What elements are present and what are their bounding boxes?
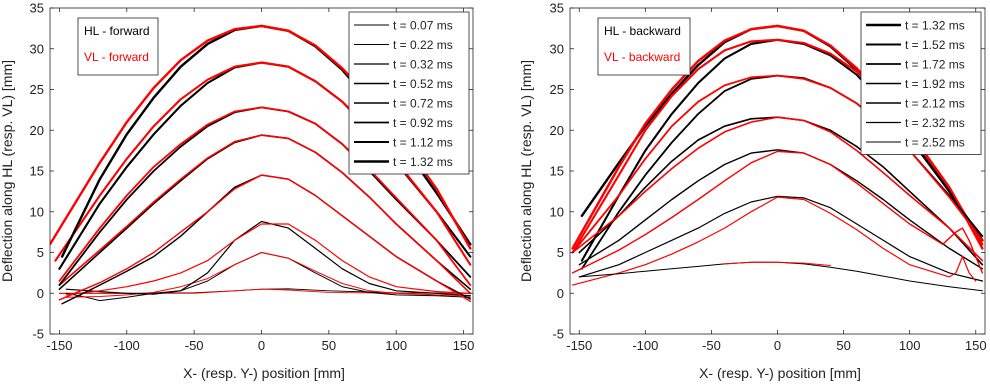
x-tick-label: 100	[899, 338, 921, 353]
x-tick-label: 50	[322, 338, 336, 353]
legend-box	[348, 11, 470, 175]
vl-series-line	[58, 174, 471, 303]
hl-series-line	[578, 195, 983, 282]
y-tick-label: 20	[550, 123, 564, 138]
legend-entry: t = 0.22 ms	[393, 38, 453, 52]
hl-series-line	[65, 220, 471, 297]
y-tick-label: 0	[37, 286, 44, 301]
y-tick-label: 5	[37, 245, 44, 260]
x-tick-label: 0	[774, 338, 781, 353]
group-label-box	[597, 17, 691, 76]
x-tick-label: 50	[836, 338, 850, 353]
group-label-hl: HL - forward	[84, 24, 150, 38]
vl-series-line	[65, 252, 471, 298]
vl-series-line	[571, 116, 984, 262]
y-tick-label: -5	[32, 327, 44, 342]
group-label-vl: VL - backward	[604, 50, 680, 64]
legend-entry: t = 1.72 ms	[905, 58, 965, 72]
x-tick-label: -100	[632, 338, 658, 353]
x-axis-label: X- (resp. Y-) position [mm]	[699, 365, 861, 381]
x-tick-label: -100	[114, 338, 140, 353]
legend-entry: t = 1.92 ms	[905, 77, 965, 91]
y-tick-label: 20	[30, 123, 44, 138]
legend-entry: t = 2.12 ms	[905, 97, 965, 111]
legend-entry: t = 2.32 ms	[905, 116, 965, 130]
group-label-box	[77, 17, 159, 76]
x-tick-label: -150	[566, 338, 592, 353]
group-label-vl: VL - forward	[84, 50, 149, 64]
legend-entry: t = 1.12 ms	[393, 136, 453, 150]
y-axis-label: Deflection along HL (resp. VL) [mm]	[0, 60, 15, 282]
x-tick-label: 150	[965, 338, 987, 353]
hl-series-line	[578, 149, 984, 270]
y-tick-label: 0	[557, 286, 564, 301]
y-tick-label: 5	[557, 245, 564, 260]
y-tick-label: -5	[552, 327, 564, 342]
plot-area	[571, 24, 984, 292]
legend-entry: t = 0.32 ms	[393, 58, 453, 72]
y-tick-label: 25	[550, 82, 564, 97]
y-tick-label: 10	[550, 204, 564, 219]
x-tick-label: 0	[258, 338, 265, 353]
x-axis-label: X- (resp. Y-) position [mm]	[183, 365, 345, 381]
legend-entry: t = 2.52 ms	[905, 136, 965, 150]
legend-entry: t = 1.52 ms	[905, 38, 965, 52]
vl-series-line	[65, 223, 471, 296]
y-tick-label: 35	[30, 1, 44, 16]
vl-series-line	[572, 196, 977, 286]
x-tick-label: 100	[385, 338, 407, 353]
y-tick-label: 35	[550, 1, 564, 16]
y-tick-label: 30	[550, 41, 564, 56]
y-tick-label: 15	[30, 164, 44, 179]
vl-series-line	[58, 106, 472, 286]
vl-series-line	[571, 150, 984, 274]
legend-entry: t = 0.72 ms	[393, 97, 453, 111]
x-tick-label: -50	[185, 338, 204, 353]
x-tick-label: 150	[453, 338, 475, 353]
legend-entry: t = 1.32 ms	[905, 19, 965, 33]
legend-entry: t = 0.52 ms	[393, 77, 453, 91]
legend-entry: t = 0.07 ms	[393, 19, 453, 33]
x-tick-label: -150	[46, 338, 72, 353]
y-tick-label: 30	[30, 41, 44, 56]
legend-entry: t = 0.92 ms	[393, 116, 453, 130]
x-tick-label: -50	[702, 338, 721, 353]
y-axis-label: Deflection along HL (resp. VL) [mm]	[518, 60, 534, 282]
legend-entry: t = 1.32 ms	[393, 155, 453, 169]
vl-series-line	[724, 261, 831, 266]
group-label-hl: HL - backward	[604, 24, 681, 38]
vl-series-line	[58, 134, 472, 295]
y-tick-label: 10	[30, 204, 44, 219]
y-tick-label: 25	[30, 82, 44, 97]
y-tick-label: 15	[550, 164, 564, 179]
hl-series-line	[61, 174, 471, 305]
